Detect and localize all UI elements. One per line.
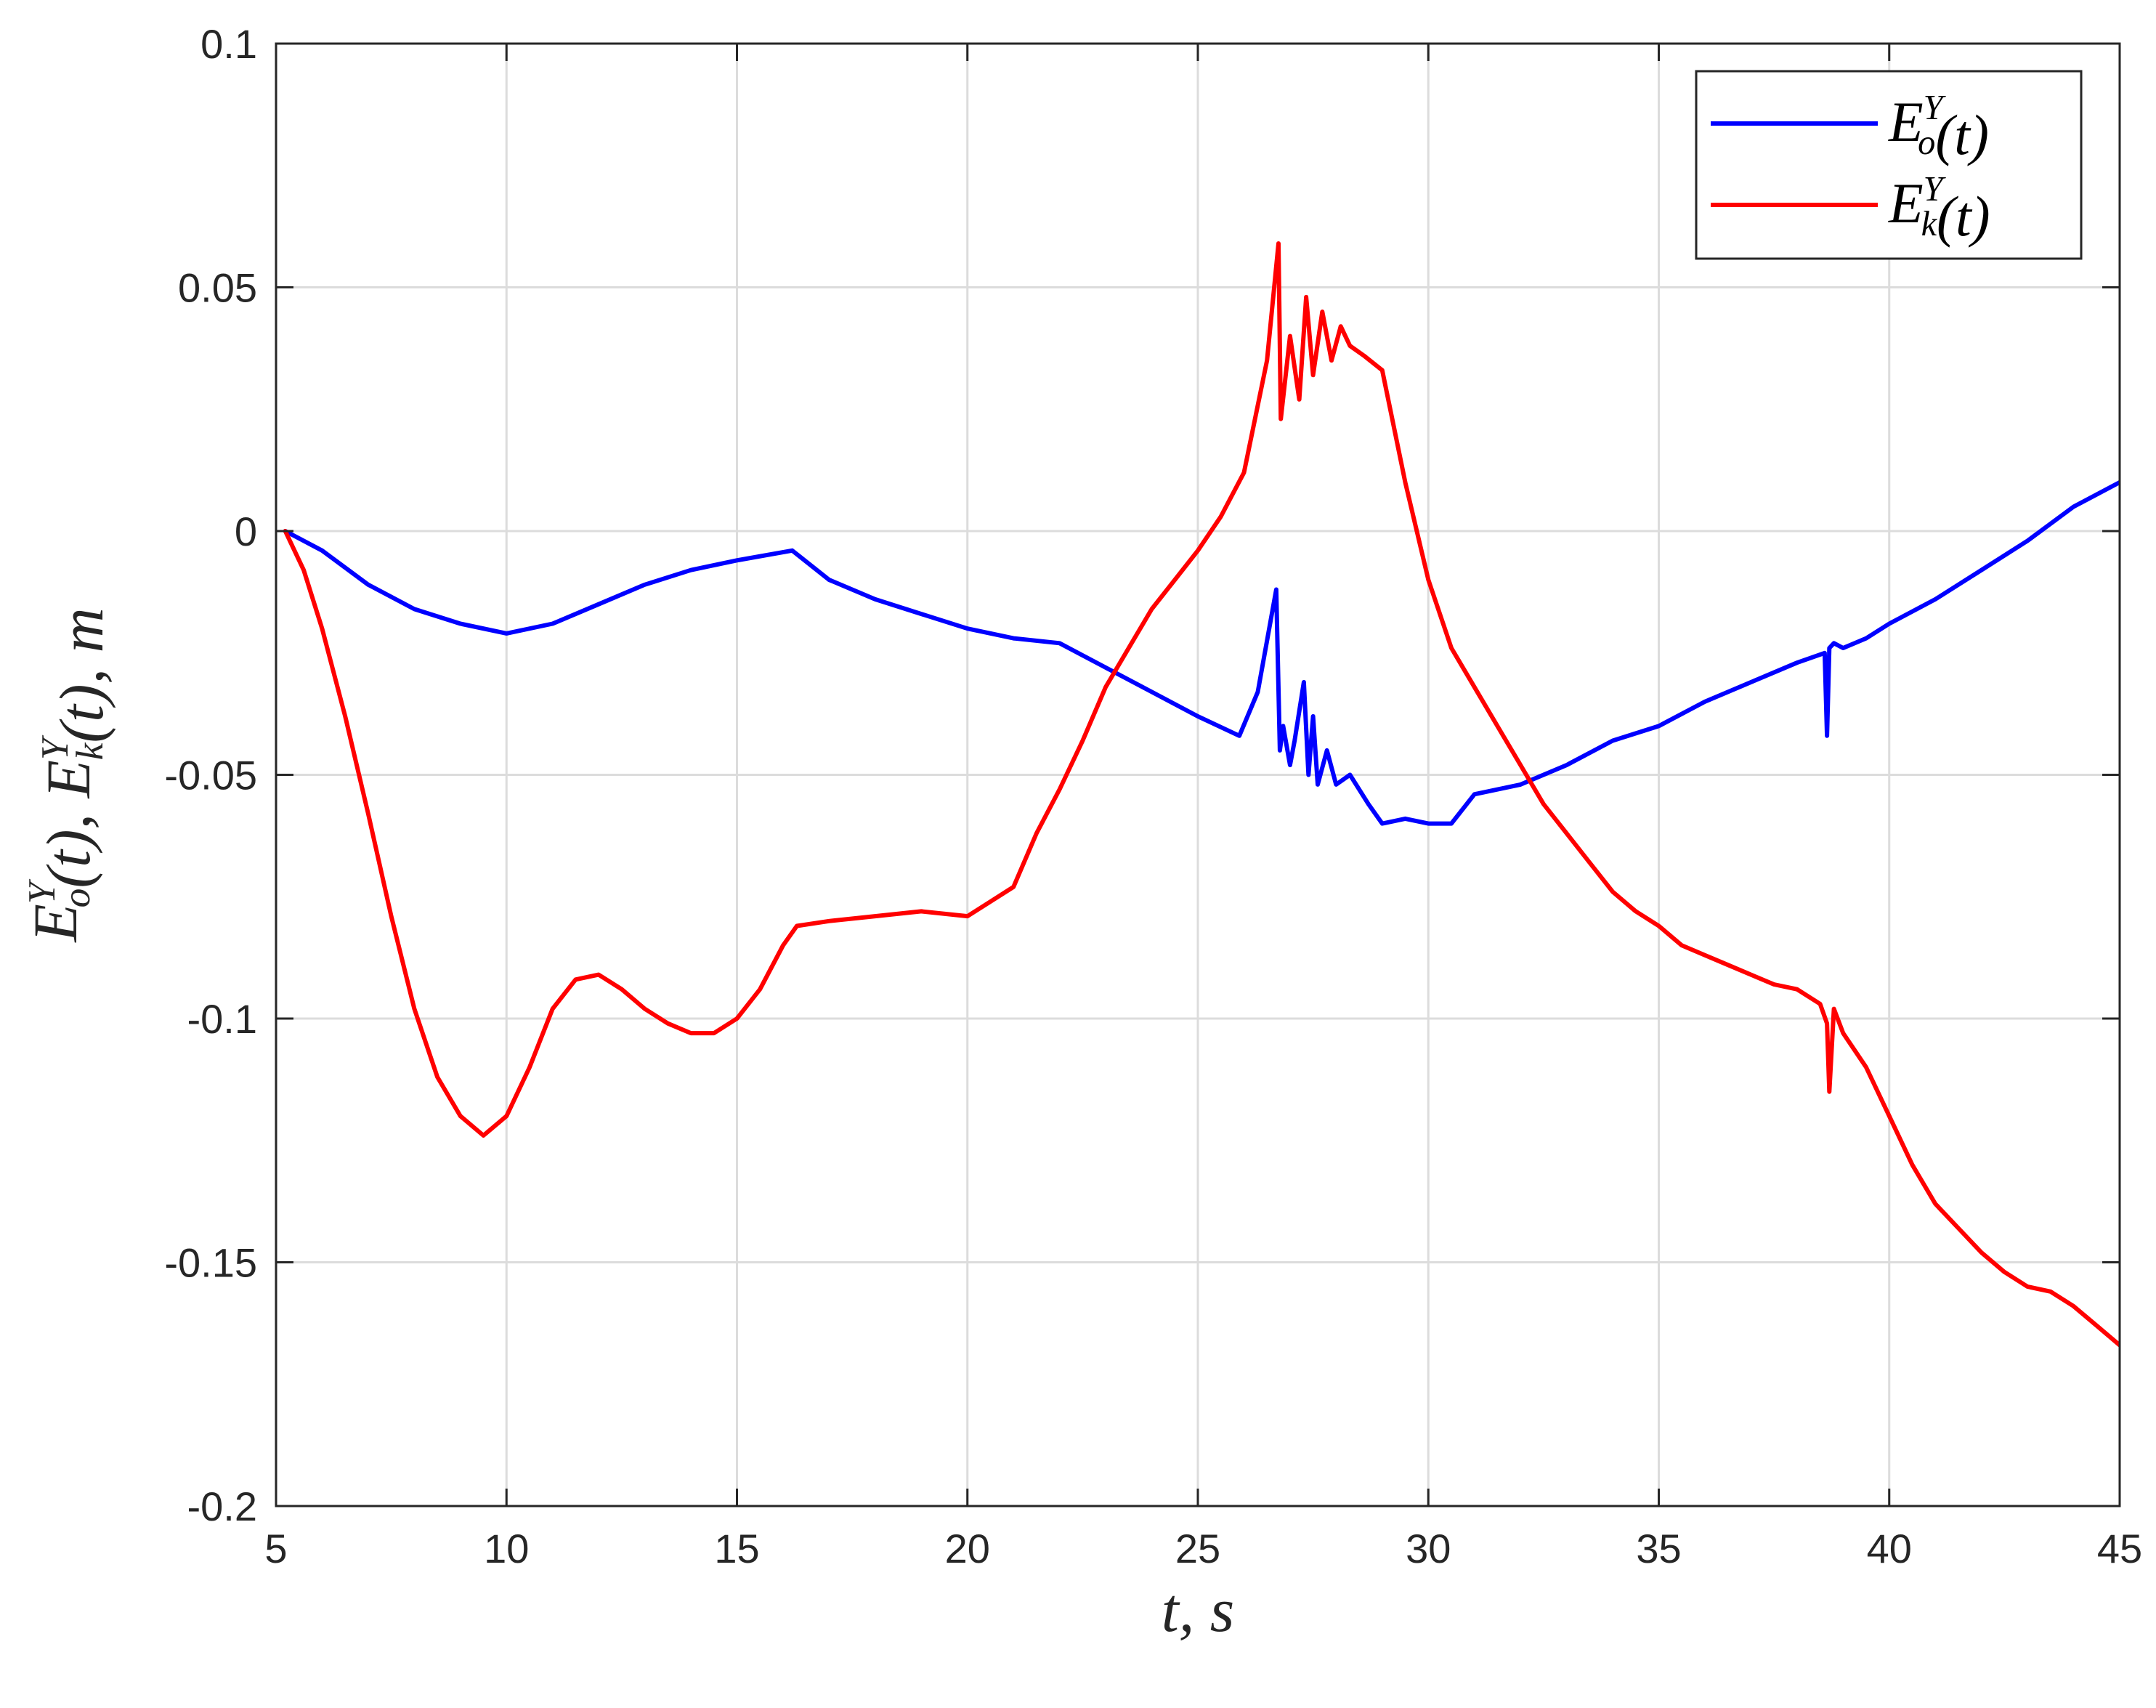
- series-layer: [283, 241, 2120, 1348]
- legend-box: [1695, 70, 2083, 260]
- y-tick-label: 0: [235, 509, 257, 554]
- x-tick-label: 10: [484, 1526, 529, 1571]
- y-tick-label: -0.05: [164, 753, 257, 798]
- y-axis-label: EYo(t), EYk(t), m: [20, 607, 116, 943]
- x-tick-label: 25: [1175, 1526, 1220, 1571]
- series-line-eo: [283, 479, 2120, 826]
- tick-labels: 5 10 15 20 25 30 35 40 45 -0.2 -0.15 -0.1 -0.05 0 0.05…: [164, 21, 2142, 1571]
- y-tick-label: 0.05: [178, 265, 257, 311]
- x-axis-label: t, s: [1162, 1575, 1234, 1645]
- x-tick-label: 45: [2097, 1526, 2142, 1571]
- legend-entry-eo: EY o(t): [1888, 89, 1989, 166]
- series-line-ek: [283, 241, 2120, 1348]
- x-tick-label: 30: [1406, 1526, 1451, 1571]
- x-tick-label: 15: [714, 1526, 759, 1571]
- axis-ticks: [275, 42, 2121, 1507]
- y-tick-label: -0.2: [187, 1484, 258, 1529]
- x-tick-label: 35: [1636, 1526, 1681, 1571]
- y-tick-label: -0.1: [187, 996, 258, 1042]
- x-tick-label: 5: [264, 1526, 287, 1571]
- y-tick-label: -0.15: [164, 1240, 257, 1286]
- x-tick-label: 20: [945, 1526, 990, 1571]
- x-tick-label: 40: [1867, 1526, 1912, 1571]
- legend: EY o(t)EY k(t): [1695, 70, 2083, 260]
- y-tick-label: 0.1: [200, 21, 257, 67]
- axis-labels: t, s EYo(t), EYk(t), m: [20, 607, 1234, 1645]
- legend-entry-ek: EY k(t): [1888, 170, 1990, 248]
